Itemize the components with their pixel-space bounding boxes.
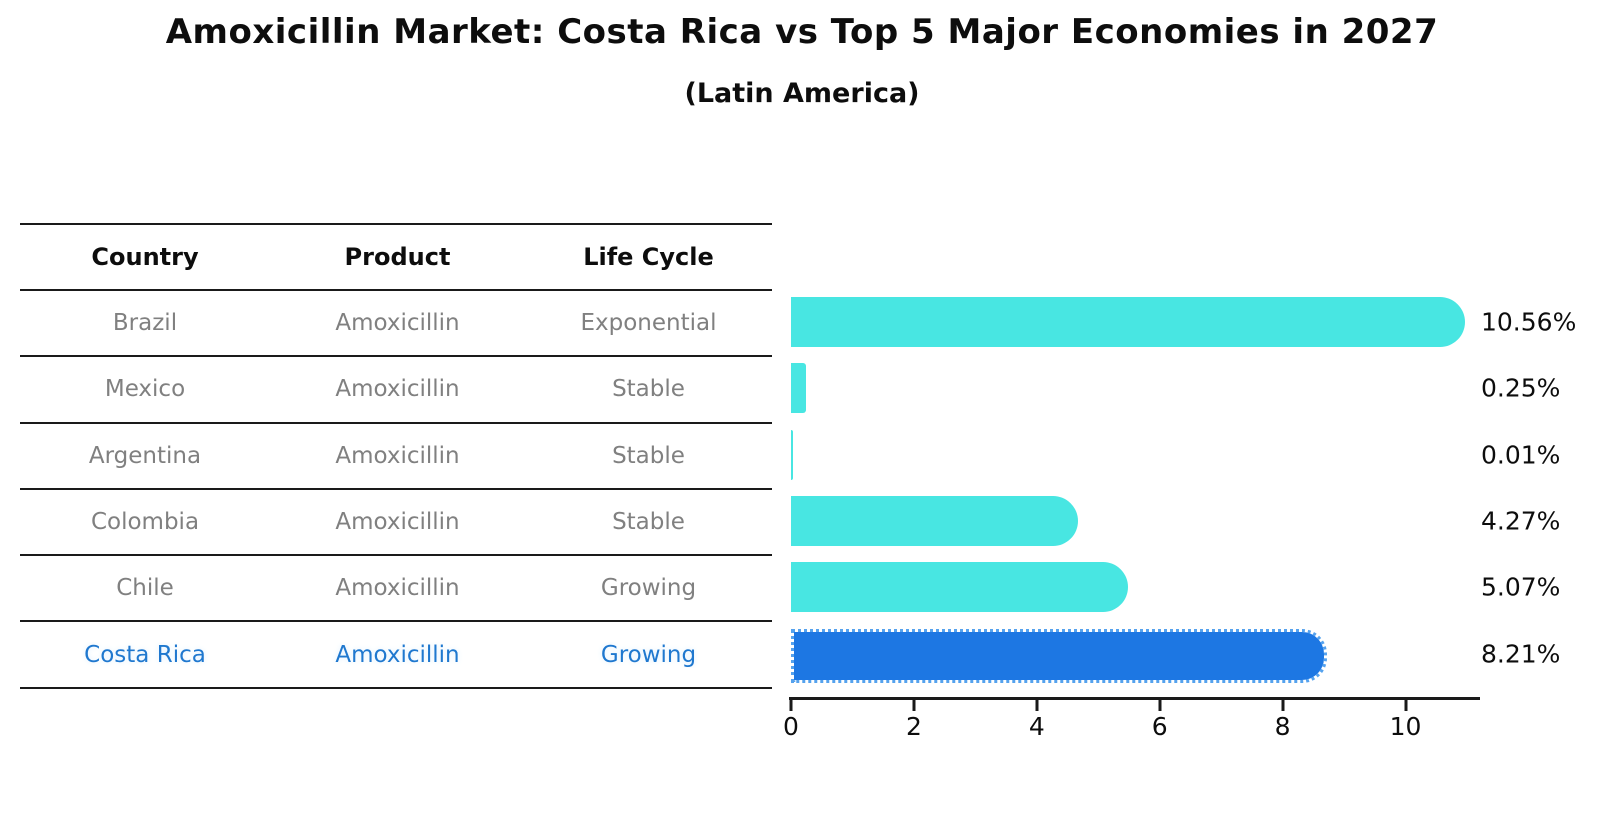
cell-product: Amoxicillin [335, 310, 460, 337]
table-row-mexico: Mexico Amoxicillin Stable [20, 357, 772, 424]
table-header-row: Country Product Life Cycle [20, 225, 772, 291]
cell-life-cycle: Growing [600, 575, 697, 602]
column-header-life-cycle: Life Cycle [583, 243, 714, 271]
cell-product: Amoxicillin [335, 442, 460, 469]
cell-life-cycle: Growing [600, 641, 697, 668]
x-axis-tick [912, 700, 916, 711]
chart-title: Amoxicillin Market: Costa Rica vs Top 5 … [165, 12, 1439, 52]
x-axis-tick [1158, 700, 1162, 711]
table-row-colombia: Colombia Amoxicillin Stable [20, 490, 772, 557]
bar-costa-rica [791, 628, 1327, 683]
bar-value-label: 10.56% [1481, 307, 1577, 337]
x-axis-tick-label: 6 [1151, 712, 1168, 741]
info-table: Country Product Life Cycle Brazil Amoxic… [20, 223, 772, 689]
cell-country: Argentina [88, 442, 202, 469]
bar-value-label: 8.21% [1481, 639, 1561, 669]
x-axis [789, 697, 1480, 700]
bar-chile [791, 562, 1128, 613]
cell-country: Brazil [112, 310, 178, 337]
cell-life-cycle: Stable [612, 509, 685, 536]
chart-subtitle: (Latin America) [684, 78, 920, 109]
cell-life-cycle: Exponential [580, 310, 717, 337]
table-row-brazil: Brazil Amoxicillin Exponential [20, 291, 772, 358]
bar-value-label: 0.25% [1481, 373, 1561, 403]
cell-country: Colombia [90, 509, 200, 536]
bar-mexico [791, 363, 807, 414]
x-axis-tick [1281, 700, 1285, 711]
x-axis-tick [789, 700, 793, 711]
cell-product: Amoxicillin [335, 575, 460, 602]
x-axis-tick-label: 8 [1274, 712, 1291, 741]
cell-country: Chile [116, 575, 174, 602]
cell-life-cycle: Stable [612, 376, 685, 403]
x-axis-tick-label: 10 [1389, 712, 1422, 741]
x-axis-tick-label: 0 [783, 712, 799, 741]
bar-argentina [791, 429, 793, 480]
table-row-argentina: Argentina Amoxicillin Stable [20, 424, 772, 490]
bar-value-label: 0.01% [1481, 440, 1561, 470]
table-row-chile: Chile Amoxicillin Growing [20, 556, 772, 623]
column-header-product: Product [344, 243, 451, 271]
x-axis-tick [1404, 700, 1407, 711]
cell-product: Amoxicillin [335, 509, 460, 536]
cell-country: Mexico [104, 376, 186, 403]
column-header-country: Country [91, 243, 199, 271]
cell-product: Amoxicillin [335, 376, 460, 403]
x-axis-tick-label: 2 [905, 712, 922, 741]
bar-value-label: 5.07% [1481, 572, 1561, 602]
cell-country: Costa Rica [84, 641, 206, 668]
bar-brazil [791, 297, 1465, 348]
cell-product: Amoxicillin [335, 641, 460, 668]
cell-life-cycle: Stable [612, 442, 685, 469]
bar-value-label: 4.27% [1481, 506, 1561, 536]
bar-colombia [791, 496, 1079, 547]
table-row-costa-rica: Costa Rica Amoxicillin Growing [20, 622, 772, 689]
x-axis-tick-label: 4 [1028, 712, 1045, 741]
x-axis-tick [1035, 700, 1039, 711]
